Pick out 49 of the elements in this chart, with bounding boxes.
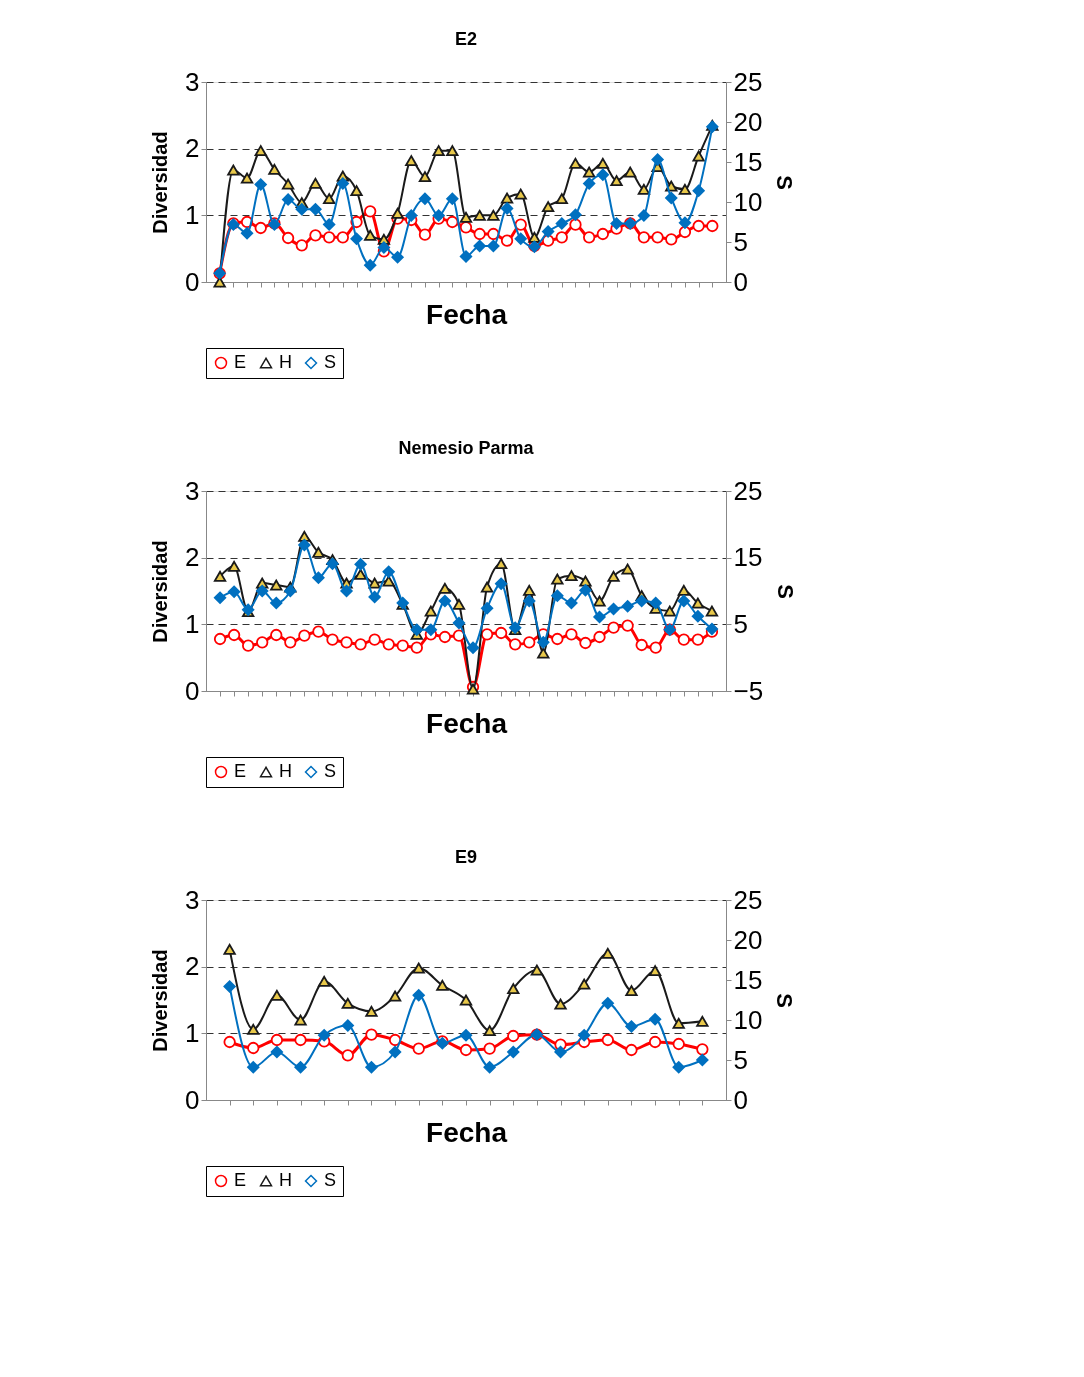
y2-axis-title: S bbox=[773, 584, 799, 599]
y2-tick-label: 20 bbox=[733, 924, 763, 955]
y2-axis-title: S bbox=[772, 175, 798, 190]
chart-title: Nemesio Parma bbox=[398, 438, 535, 458]
y-axis-title: Diversidad bbox=[149, 949, 172, 1052]
y-tick-label: 1 bbox=[185, 608, 200, 639]
chart-title: E2 bbox=[454, 29, 478, 49]
x-axis-title: Fecha bbox=[426, 299, 508, 330]
y-axis-title: Diversidad bbox=[149, 540, 172, 643]
y-tick-label: 3 bbox=[185, 66, 200, 97]
y-tick-label: 0 bbox=[185, 675, 200, 706]
y-tick-label: 3 bbox=[185, 475, 200, 506]
y-tick-label: 0 bbox=[185, 266, 200, 297]
legend-label: E bbox=[234, 1170, 247, 1190]
y-tick-label: 3 bbox=[185, 884, 200, 915]
legend-label: S bbox=[324, 352, 337, 372]
y2-tick-label: 10 bbox=[733, 186, 763, 217]
legend-label: S bbox=[324, 761, 337, 781]
legend-label: H bbox=[279, 761, 292, 781]
y-tick-label: 1 bbox=[185, 199, 200, 230]
y-tick-label: 2 bbox=[185, 542, 200, 573]
y2-tick-label: 25 bbox=[733, 66, 763, 97]
y2-tick-label: 5 bbox=[733, 1044, 748, 1075]
x-axis-title: Fecha bbox=[426, 708, 508, 739]
x-axis-title: Fecha bbox=[426, 1117, 508, 1148]
y2-tick-label: 20 bbox=[733, 106, 763, 137]
legend-label: E bbox=[234, 761, 247, 781]
chart-title: E9 bbox=[454, 847, 478, 867]
legend-label: H bbox=[279, 1170, 292, 1190]
y2-tick-label: 5 bbox=[733, 226, 748, 257]
y2-tick-label: 15 bbox=[733, 146, 763, 177]
y2-tick-label: 5 bbox=[733, 608, 748, 639]
legend-label: S bbox=[324, 1170, 337, 1190]
y2-axis-title: S bbox=[772, 993, 798, 1008]
y2-tick-label: 10 bbox=[733, 1004, 763, 1035]
y2-tick-label: 15 bbox=[733, 964, 763, 995]
y2-tick-label: 25 bbox=[733, 884, 763, 915]
y-axis-title: Diversidad bbox=[149, 131, 172, 234]
y2-tick-label: −5 bbox=[733, 675, 764, 706]
legend-label: H bbox=[279, 352, 292, 372]
y-tick-label: 0 bbox=[185, 1084, 200, 1115]
y-tick-label: 1 bbox=[185, 1017, 200, 1048]
y2-tick-label: 15 bbox=[733, 542, 763, 573]
legend-label: E bbox=[234, 352, 247, 372]
y-tick-label: 2 bbox=[185, 951, 200, 982]
y2-tick-label: 25 bbox=[733, 475, 763, 506]
y2-tick-label: 0 bbox=[733, 1084, 748, 1115]
y2-tick-label: 0 bbox=[733, 266, 748, 297]
y-tick-label: 2 bbox=[185, 133, 200, 164]
